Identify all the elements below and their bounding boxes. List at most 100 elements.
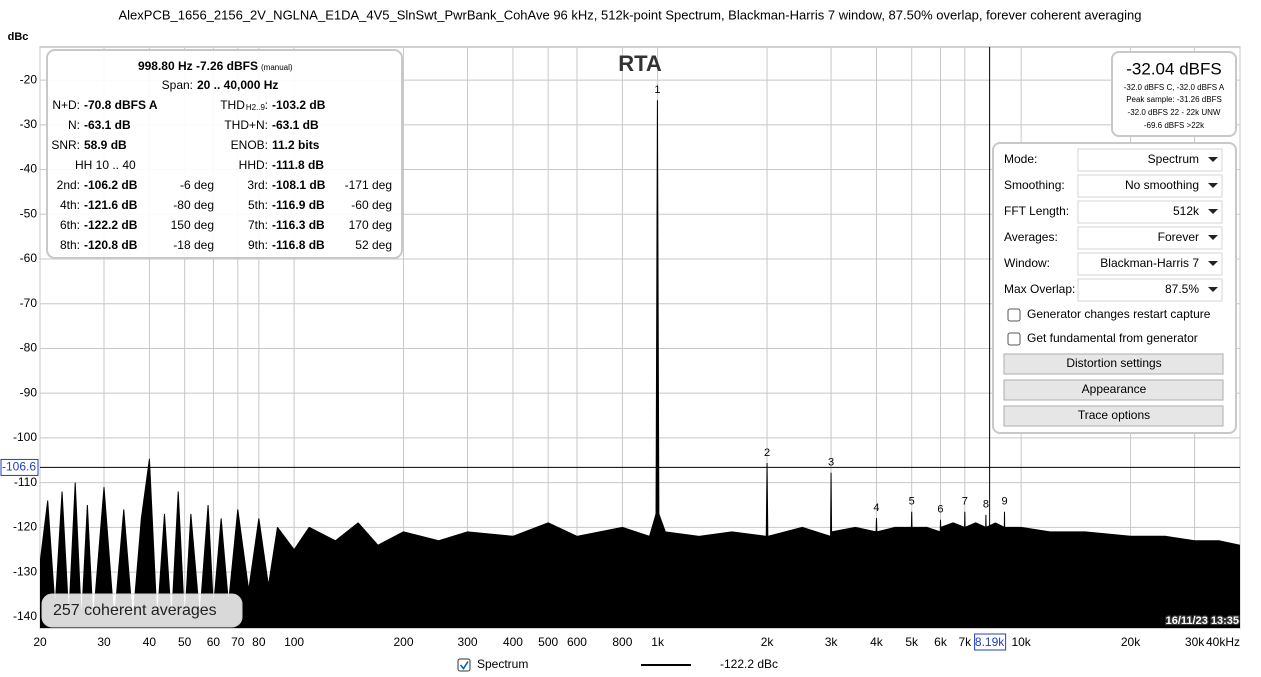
x-tick-label: 7k (958, 635, 972, 649)
x-tick-label: 4k (870, 635, 884, 649)
info-phase: -80 deg (173, 198, 214, 212)
info-phase: -18 deg (173, 238, 214, 252)
control-label: Averages: (1004, 230, 1058, 244)
info-value: -122.2 dB (84, 218, 138, 232)
legend-check (459, 661, 469, 670)
harmonic-marker: 1 (654, 84, 660, 96)
info-value: -63.1 dB (272, 118, 319, 132)
x-tick-label: 80 (252, 635, 266, 649)
x-tick-label: 40kHz (1206, 635, 1240, 649)
dropdown-value: No smoothing (1125, 178, 1199, 192)
info-value: 58.9 dB (84, 138, 127, 152)
x-tick-label: 300 (458, 635, 478, 649)
y-axis-label: dBc (8, 31, 29, 43)
info-value: -103.2 dB (272, 98, 326, 112)
harmonic-marker: 8 (983, 499, 989, 511)
rta-title: RTA (618, 51, 662, 76)
dropdown-value: 512k (1173, 204, 1200, 218)
info-phase: 52 deg (355, 238, 392, 252)
checkbox[interactable] (1007, 332, 1021, 346)
level-panel: -32.04 dBFS -32.0 dBFS C, -32.0 dBFS A P… (1111, 51, 1237, 137)
x-tick-label: 1k (651, 635, 665, 649)
dropdown[interactable] (1077, 226, 1223, 250)
info-label: N+D: (52, 98, 80, 112)
harmonic-marker: 7 (962, 496, 968, 508)
controls-panel: Mode: Spectrum Smoothing: No smoothing FFT L… (992, 142, 1237, 434)
button[interactable] (1003, 353, 1224, 375)
dropdown-value: Spectrum (1148, 152, 1199, 166)
dropdown[interactable] (1077, 148, 1223, 172)
info-colon: : (265, 98, 268, 112)
button[interactable] (1003, 379, 1224, 401)
cursor-y-label: -106.6 (2, 460, 36, 474)
control-label: Mode: (1004, 152, 1037, 166)
x-tick-label: 200 (394, 635, 414, 649)
fundamental-note: (manual) (261, 63, 293, 72)
span-label: Span: (162, 78, 193, 92)
x-tick-label: 20k (1121, 635, 1141, 649)
info-value: 11.2 bits (272, 138, 320, 152)
y-tick-label: -20 (20, 72, 38, 86)
info-label: 6th: (60, 218, 80, 232)
harmonic-marker: 6 (937, 504, 943, 516)
info-value: -108.1 dB (272, 178, 326, 192)
button-label: Trace options (1078, 408, 1150, 422)
info-value: -121.6 dB (84, 198, 138, 212)
info-phase: -60 deg (351, 198, 392, 212)
button-label: Distortion settings (1066, 356, 1161, 370)
legend-value: -122.2 dBc (720, 657, 778, 671)
y-tick-label: -40 (20, 162, 38, 176)
info-label: 8th: (60, 238, 80, 252)
info-value: -70.8 dBFS A (84, 98, 158, 112)
x-tick-label: 500 (538, 635, 558, 649)
dropdown[interactable] (1077, 252, 1223, 276)
level-line: -32.0 dBFS C, -32.0 dBFS A (1124, 83, 1225, 92)
level: -32.04 dBFS (1126, 59, 1221, 78)
dropdown-value: Forever (1158, 230, 1199, 244)
level-line: -32.0 dBFS 22 - 22k UNW (1128, 108, 1221, 117)
dropdown-arrow (1208, 183, 1218, 188)
level-line: -69.6 dBFS >22k (1144, 121, 1205, 130)
info-label: HHD: (239, 158, 268, 172)
x-tick-label: 3k (825, 635, 839, 649)
overlay-layer: 1 2 3 4 5 6 7 8 9 -106.6 8.19k (0, 47, 1240, 651)
dropdown-arrow (1208, 209, 1218, 214)
x-tick-label: 800 (612, 635, 632, 649)
y-tick-label: -110 (14, 475, 37, 489)
info-label: 7th: (248, 218, 268, 232)
level-line: Peak sample: -31.26 dBFS (1126, 95, 1222, 104)
info-label: ENOB: (231, 138, 268, 152)
info-label: 2nd: (57, 178, 80, 192)
checkbox-label: Generator changes restart capture (1027, 307, 1211, 321)
averages-box (41, 593, 243, 628)
info-phase: -6 deg (180, 178, 214, 192)
info-label: 4th: (60, 198, 80, 212)
span-value: 20 .. 40,000 Hz (197, 78, 278, 92)
info-label: 9th: (248, 238, 268, 252)
button[interactable] (1003, 405, 1224, 427)
info-label: 3rd: (247, 178, 268, 192)
y-tick-label: -50 (20, 206, 38, 220)
info-phase: -171 deg (345, 178, 392, 192)
info-label: THD (220, 98, 245, 112)
y-tick-label: -80 (20, 341, 38, 355)
cursor-x-box (974, 633, 1007, 651)
x-tick-label: 6k (934, 635, 948, 649)
dropdown-arrow (1208, 261, 1218, 266)
x-tick-label: 10k (1011, 635, 1031, 649)
checkbox[interactable] (1007, 308, 1021, 322)
x-tick-label: 100 (284, 635, 304, 649)
control-label: Smoothing: (1004, 178, 1065, 192)
harmonic-marker: 5 (909, 496, 915, 508)
info-panel-box (46, 49, 403, 259)
info-label: HH 10 .. 40 (75, 158, 136, 172)
dropdown[interactable] (1077, 200, 1223, 224)
dropdown[interactable] (1077, 278, 1223, 302)
dropdown[interactable] (1077, 174, 1223, 198)
y-tick-label: -120 (13, 520, 37, 534)
dropdown-value: Blackman-Harris 7 (1100, 256, 1199, 270)
timestamp: 16/11/23 13:35 (1166, 615, 1239, 627)
cursor-x-label: 8.19k (975, 635, 1005, 649)
x-tick-label: 40 (143, 635, 157, 649)
